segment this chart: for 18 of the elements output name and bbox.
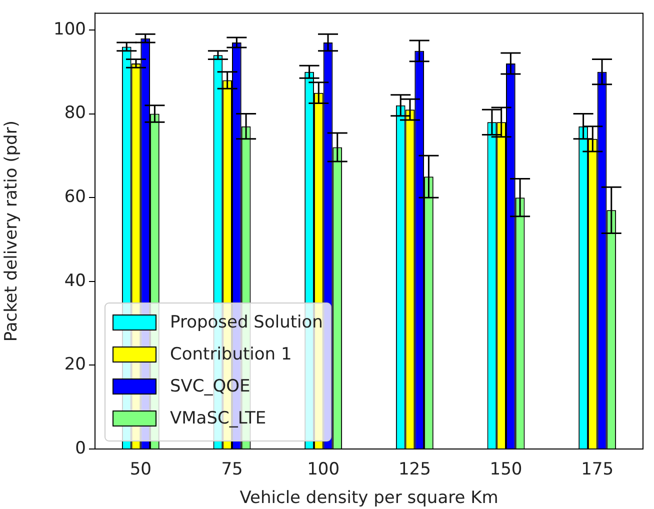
- x-tick-label: 100: [307, 460, 340, 480]
- y-tick-label: 20: [64, 354, 86, 375]
- y-tick-label: 100: [54, 19, 86, 40]
- x-tick-label: 50: [130, 460, 152, 480]
- x-tick-label: 125: [398, 460, 431, 480]
- y-tick-label: 80: [64, 103, 86, 124]
- x-tick-label: 150: [490, 460, 522, 480]
- legend-label: SVC_QOE: [170, 376, 250, 396]
- legend-label: Contribution 1: [170, 344, 292, 364]
- y-axis-title: Packet delivery ratio (pdr): [2, 120, 22, 342]
- x-axis-title: Vehicle density per square Km: [240, 488, 498, 508]
- x-tick-label: 175: [581, 460, 614, 480]
- y-tick-label: 0: [75, 438, 86, 458]
- y-tick-label: 40: [64, 270, 86, 291]
- legend-label: Proposed Solution: [170, 312, 323, 332]
- legend-label: VMaSC_LTE: [170, 408, 266, 428]
- y-tick-label: 60: [64, 187, 86, 207]
- x-tick-label: 75: [221, 460, 243, 480]
